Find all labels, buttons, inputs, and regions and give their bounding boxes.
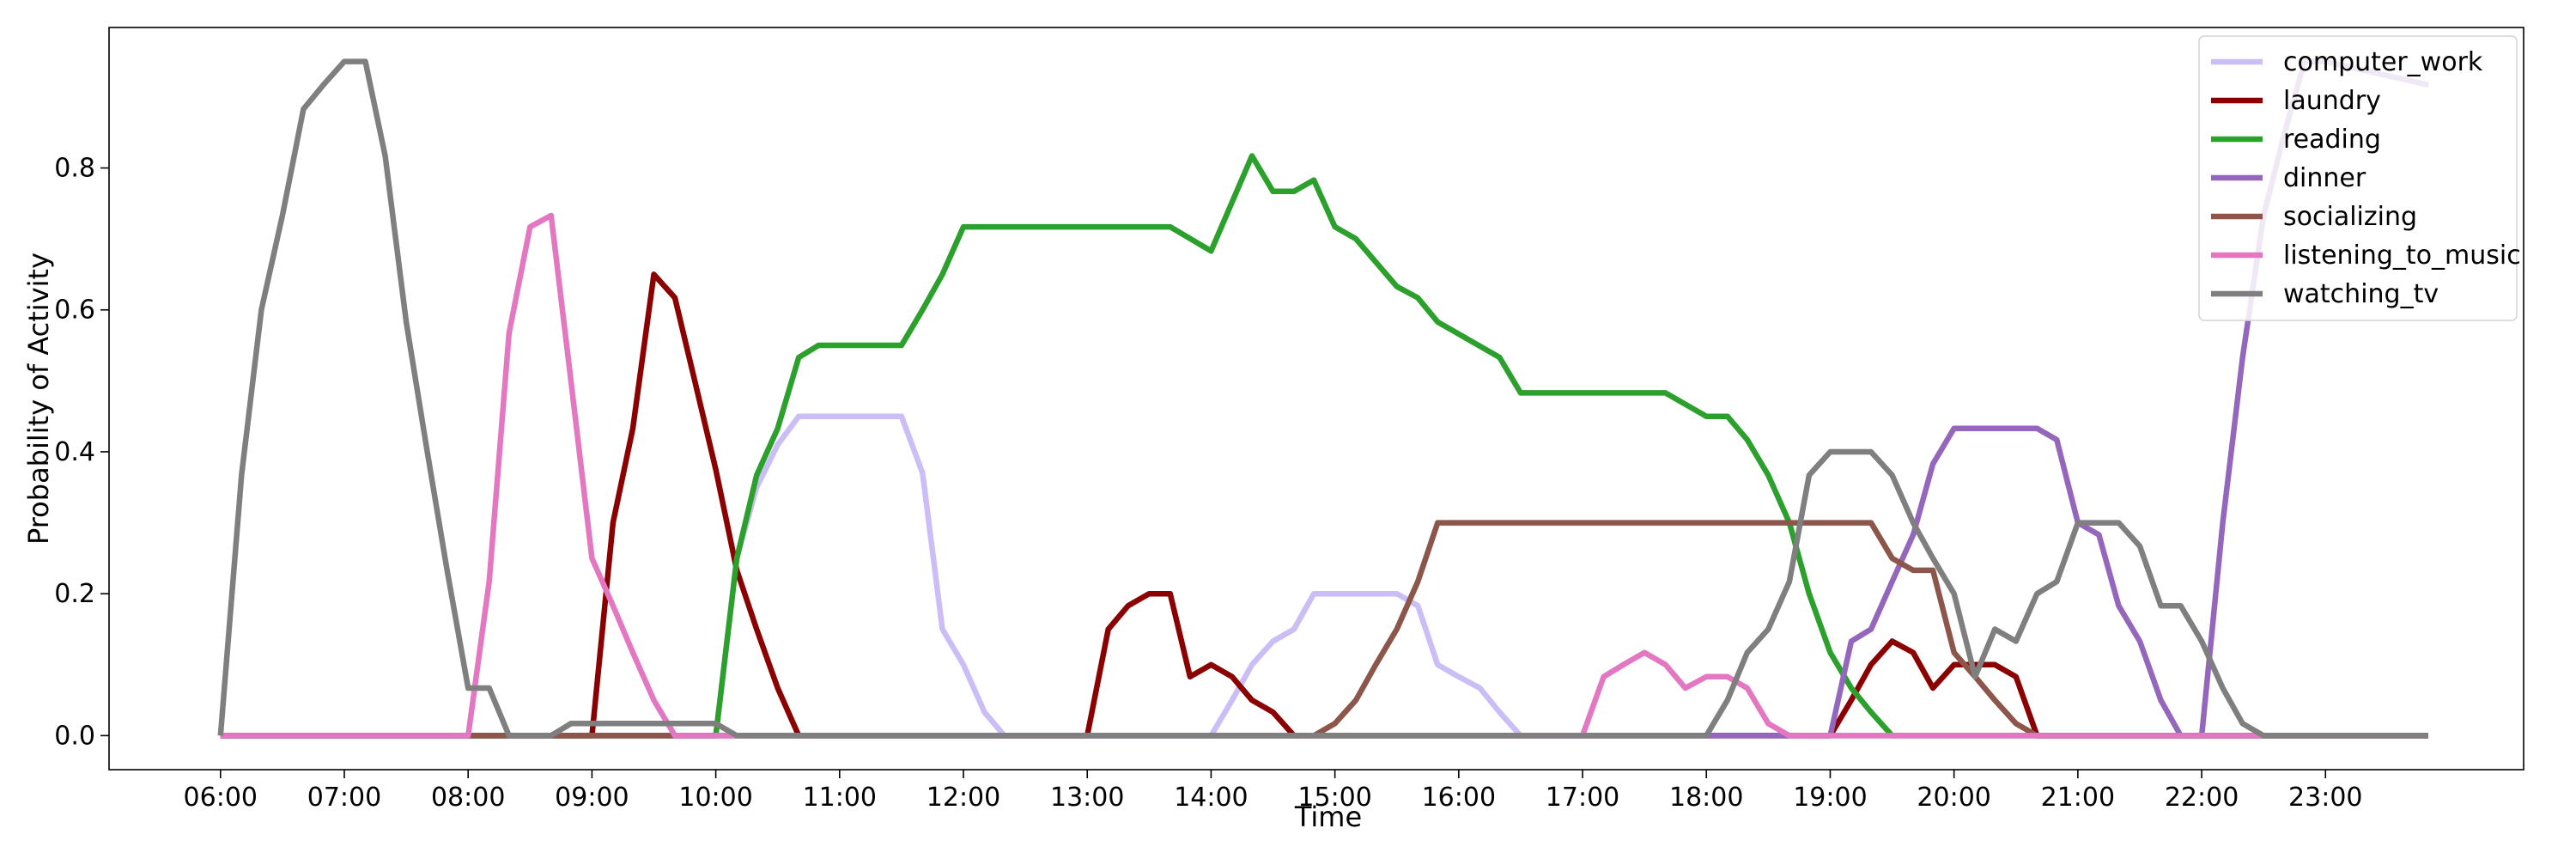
- x-tick-label: 11:00: [803, 783, 877, 813]
- legend-label: dinner: [2283, 163, 2366, 193]
- y-tick-label: 0.4: [54, 437, 95, 467]
- y-axis-ticks: 0.0 0.2 0.4 0.6 0.8: [54, 154, 109, 751]
- series-line-socializing: [220, 520, 2428, 739]
- x-tick-label: 15:00: [1297, 783, 1371, 813]
- x-tick-label: 18:00: [1669, 783, 1743, 813]
- y-axis-label: Probability of Activity: [22, 253, 55, 545]
- legend-label: socializing: [2283, 202, 2417, 232]
- x-tick-label: 23:00: [2288, 783, 2362, 813]
- series-line-watching-tv: [217, 58, 2428, 739]
- series-line-reading: [220, 153, 2428, 739]
- x-tick-label: 22:00: [2165, 783, 2239, 813]
- legend-box: [2198, 35, 2518, 321]
- x-tick-label: 16:00: [1422, 783, 1496, 813]
- x-tick-label: 14:00: [1174, 783, 1248, 813]
- x-tick-label: 10:00: [678, 783, 752, 813]
- x-tick-label: 19:00: [1793, 783, 1867, 813]
- y-tick-label: 0.0: [54, 721, 95, 751]
- plot-area-frame: [108, 27, 2524, 771]
- series-line-computer-work: [220, 413, 2428, 739]
- x-tick-label: 20:00: [1917, 783, 1990, 813]
- x-axis-label: Time: [1294, 801, 1362, 833]
- y-tick-label: 0.8: [54, 154, 95, 184]
- legend-label: laundry: [2283, 86, 2381, 116]
- x-tick-label: 08:00: [431, 783, 505, 813]
- x-tick-label: 17:00: [1546, 783, 1619, 813]
- legend-label: computer_work: [2283, 47, 2483, 77]
- legend-label: watching_tv: [2283, 279, 2439, 309]
- x-axis-ticks: 06:00 07:00 08:00 09:00 10:00 11:00 12:00 13:00…: [184, 770, 2363, 813]
- x-tick-label: 07:00: [307, 783, 381, 813]
- legend-label: listening_to_music: [2283, 241, 2521, 271]
- legend-label: reading: [2283, 125, 2381, 155]
- series-line-laundry: [220, 271, 2428, 739]
- x-tick-label: 06:00: [184, 783, 258, 813]
- x-tick-label: 21:00: [2041, 783, 2115, 813]
- x-tick-label: 13:00: [1050, 783, 1124, 813]
- x-tick-label: 12:00: [927, 783, 1000, 813]
- y-tick-label: 0.6: [54, 295, 95, 326]
- x-tick-label: 09:00: [555, 783, 629, 813]
- series-layer: [217, 58, 2429, 739]
- y-tick-label: 0.2: [54, 579, 95, 609]
